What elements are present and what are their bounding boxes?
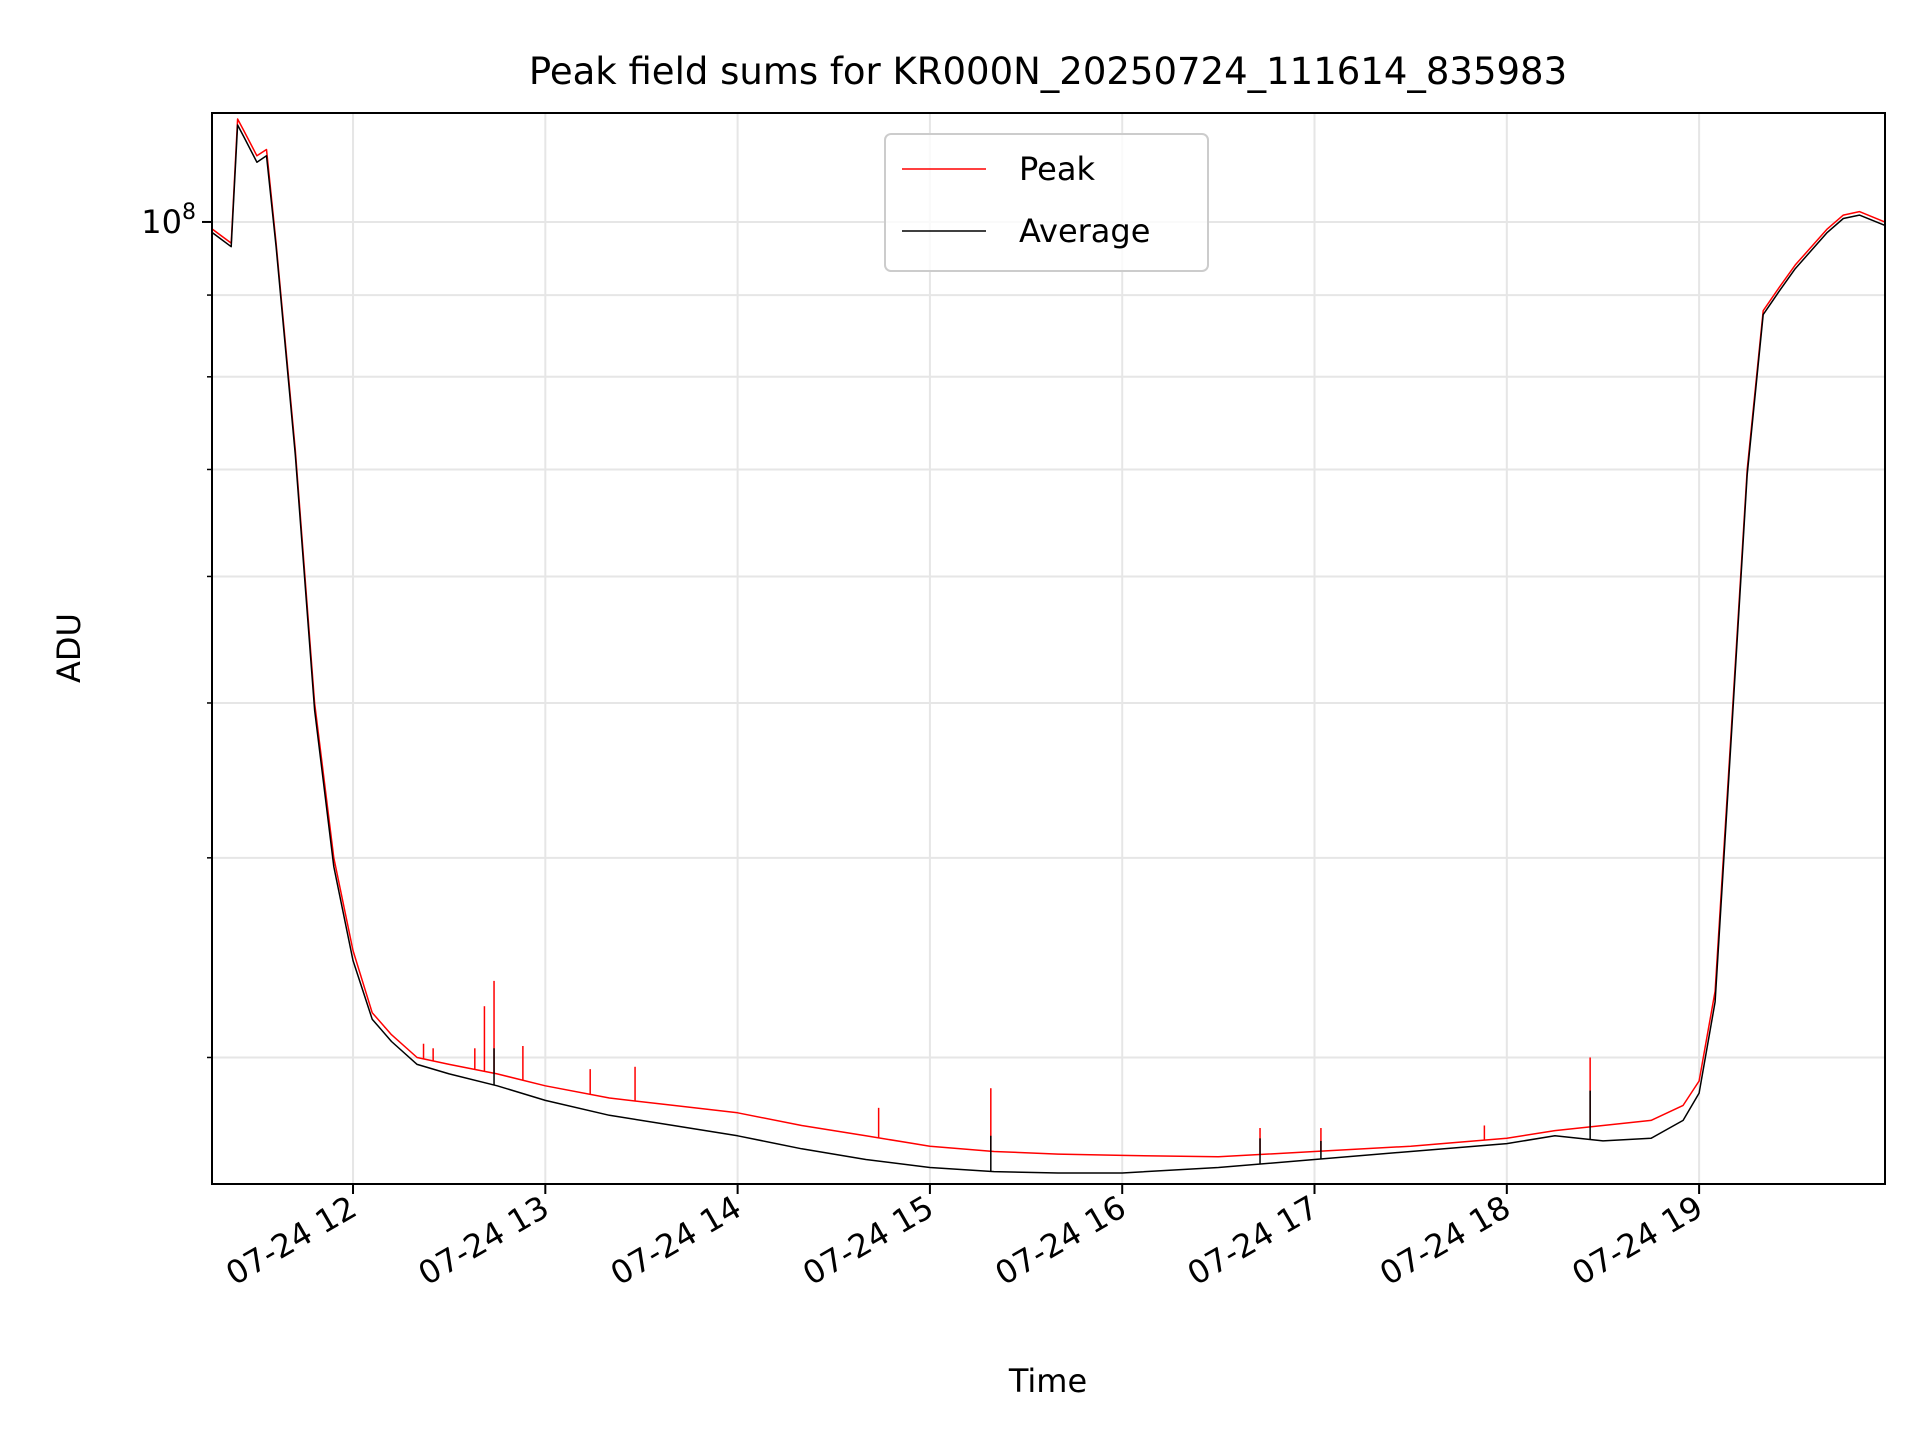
y-tick-label-base: 10	[141, 203, 182, 241]
y-tick-label: 108	[141, 200, 196, 241]
x-axis-label: Time	[1008, 1362, 1087, 1400]
y-axis-label: ADU	[50, 613, 88, 683]
legend: Peak Average	[884, 133, 1209, 272]
legend-label-peak: Peak	[1019, 150, 1095, 188]
grid	[212, 113, 1885, 1184]
chart-title: Peak field sums for KR000N_20250724_1116…	[529, 50, 1567, 93]
series-line-average	[212, 124, 1885, 1174]
y-tick-label-exponent: 8	[182, 200, 196, 225]
plot-frame	[211, 112, 1886, 1185]
y-axis-ticks: 108	[141, 200, 212, 1059]
series-layer	[212, 118, 1885, 1174]
legend-label-average: Average	[1019, 212, 1150, 250]
